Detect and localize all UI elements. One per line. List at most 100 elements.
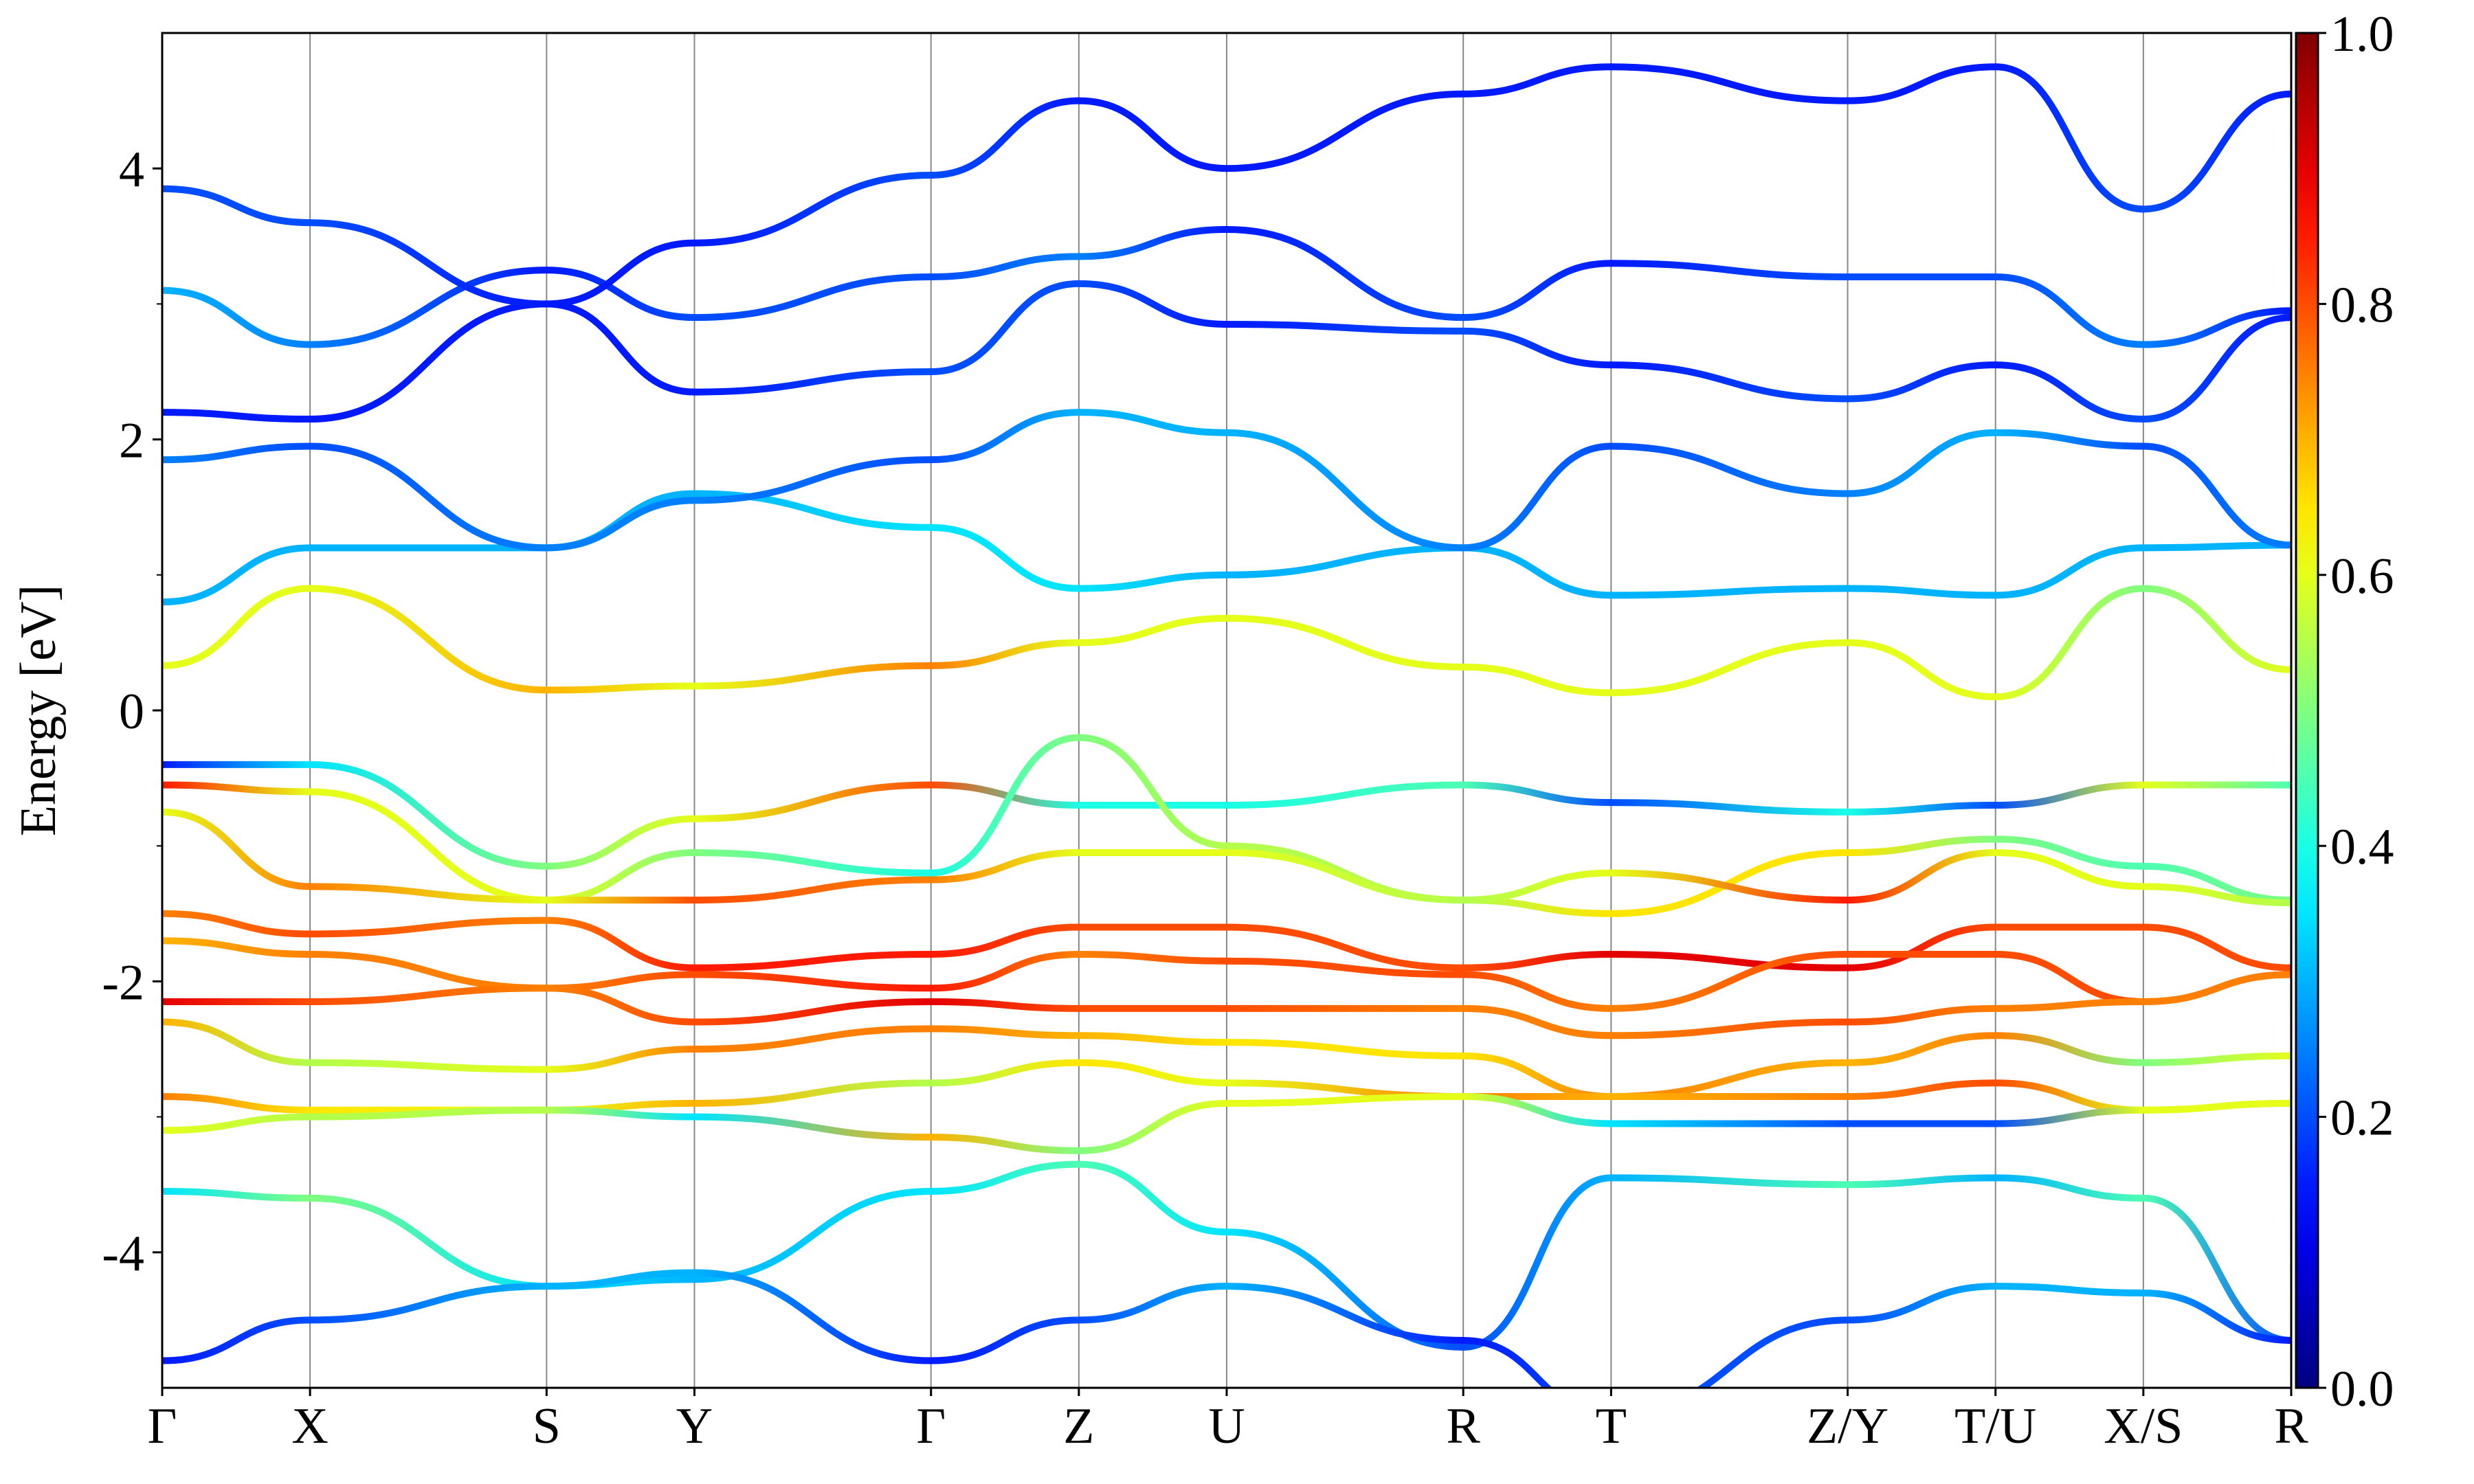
band-segment	[1992, 998, 2147, 1012]
band-segment	[691, 368, 935, 396]
band-segment	[927, 524, 1082, 592]
band-segment	[1844, 63, 1999, 104]
band-segment	[543, 300, 698, 396]
y-tick-label: -2	[102, 954, 144, 1011]
band-segment	[691, 1025, 935, 1053]
band-segment	[1460, 1093, 1615, 1127]
band-segment	[1460, 663, 1615, 697]
band-segment	[927, 923, 1082, 958]
band-segment	[927, 734, 1082, 877]
band-segment	[162, 442, 314, 464]
band-segment	[1223, 225, 1467, 322]
band-segment	[927, 781, 1082, 809]
x-tick-label: U	[1208, 1398, 1245, 1454]
band-segment	[162, 1188, 314, 1202]
band-segment	[927, 1316, 1082, 1364]
band-segment	[1844, 1283, 1999, 1324]
band-segment	[543, 1106, 698, 1121]
colorbar-tick-label: 0.0	[2330, 1361, 2394, 1417]
band-segment	[2139, 883, 2291, 907]
band-segment	[2139, 307, 2291, 348]
x-tick-label: Y	[676, 1398, 713, 1454]
band-segment	[2139, 923, 2291, 971]
band-segment	[1075, 1283, 1230, 1324]
band-segment	[1607, 1018, 1851, 1039]
band-segment	[543, 267, 698, 322]
band-segment	[2139, 90, 2291, 213]
band-segment	[1607, 869, 1851, 904]
band-segment	[1607, 63, 1851, 104]
y-tick-label: 2	[119, 413, 144, 469]
band-segment	[927, 1025, 1082, 1039]
band-segment	[927, 97, 1082, 179]
band-segment	[1844, 923, 1999, 971]
band-segment	[1844, 1032, 1999, 1066]
band-segment	[1460, 63, 1615, 98]
colorbar: 0.0 0.2 0.4 0.6 0.8 1.0	[2295, 6, 2394, 1417]
band-segment	[1992, 1174, 2147, 1202]
band-segment	[1460, 260, 1615, 322]
band-segment	[1223, 849, 1467, 904]
band-segment	[307, 761, 550, 870]
axes: Γ X S Y Γ Z U R T Z/Y T/U X/S R -4 -2 0 2 4	[102, 142, 2308, 1454]
band-segment	[1607, 1174, 1851, 1189]
band-segment	[162, 781, 314, 796]
band-segment	[691, 998, 935, 1026]
colorbar-tick-label: 0.8	[2330, 277, 2394, 333]
band-segment	[1607, 799, 1851, 816]
y-axis-label: Energy [eV]	[10, 585, 67, 836]
band-segment	[1075, 1099, 1230, 1154]
band-segment	[1607, 950, 1851, 971]
band-segment	[1460, 781, 1615, 807]
x-tick-label: Z	[1063, 1398, 1094, 1454]
x-tick-label: T	[1596, 1398, 1627, 1454]
band-segment	[1460, 971, 1615, 1012]
band-segment	[691, 1079, 935, 1107]
band-segment	[162, 286, 314, 348]
band-segment	[1223, 1039, 1467, 1059]
band-segment	[2139, 1052, 2291, 1066]
band-segment	[1844, 429, 1999, 497]
x-tick-label: R	[1447, 1398, 1481, 1454]
band-segment	[1223, 923, 1467, 971]
band-segment	[1607, 442, 1851, 497]
x-tick-label: S	[533, 1398, 561, 1454]
band-segment	[162, 409, 314, 423]
band-segment	[1844, 1079, 1999, 1101]
band-segment	[1460, 1174, 1615, 1351]
band-segment	[2139, 314, 2291, 423]
band-segment	[691, 876, 935, 904]
band-segment	[2139, 442, 2291, 549]
band-segment	[1223, 1283, 1467, 1344]
band-segment	[543, 1046, 698, 1073]
x-tick-label: Z/Y	[1807, 1398, 1888, 1454]
band-segment	[1460, 1336, 1553, 1388]
y-tick-label: 0	[119, 684, 144, 740]
band-segment	[1607, 260, 1851, 280]
band-segment	[1992, 849, 2147, 890]
band-segment	[1460, 327, 1615, 369]
band-segment	[307, 985, 550, 1005]
band-segment	[1075, 1032, 1230, 1046]
band-segment	[1844, 639, 1999, 701]
band-segment	[162, 1018, 314, 1066]
band-segment	[691, 950, 935, 971]
band-segment	[543, 239, 698, 308]
band-segment	[927, 280, 1082, 375]
x-tick-label: X/S	[2104, 1398, 2183, 1454]
band-segment	[543, 917, 698, 971]
band-segment	[162, 544, 314, 606]
x-tick-label: Γ	[148, 1398, 177, 1454]
band-segment	[162, 585, 314, 669]
x-tick-label: R	[2274, 1398, 2308, 1454]
band-segment	[927, 1059, 1082, 1087]
band-segment	[1844, 835, 1999, 857]
band-segment	[1223, 781, 1467, 809]
band-segment	[543, 815, 698, 870]
band-segment	[1844, 1004, 1999, 1026]
band-segment	[691, 781, 935, 822]
band-segment	[691, 1269, 935, 1364]
x-tick-label: X	[291, 1398, 328, 1454]
x-tick-label: Γ	[916, 1398, 946, 1454]
